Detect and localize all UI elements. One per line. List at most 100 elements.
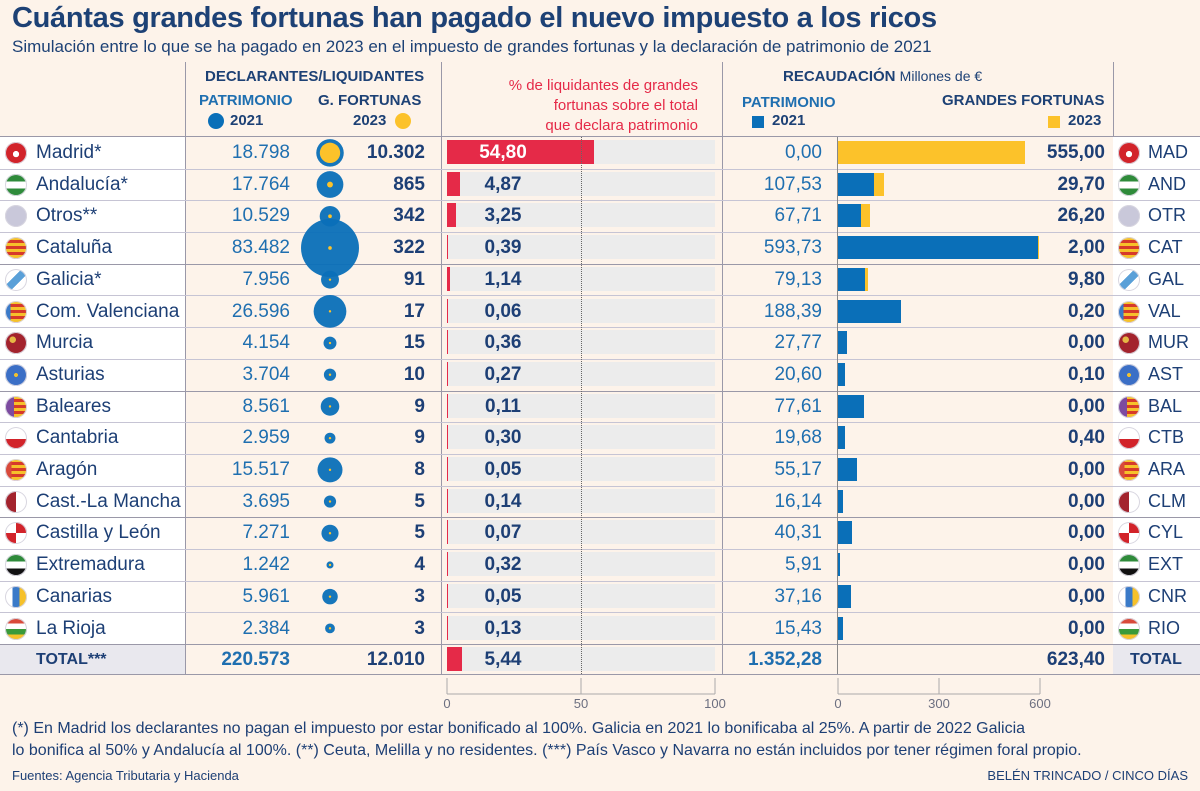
rec-gf-value: 0,00 bbox=[1068, 332, 1105, 354]
rec-patrimonio-bar bbox=[838, 584, 851, 608]
row-divider bbox=[0, 295, 1200, 297]
pct-value: 54,80 bbox=[479, 142, 527, 163]
patrimonio-2021-value: 7.956 bbox=[242, 268, 290, 290]
table-row: Andalucía* 17.764 865 4,87 107,53 29,70 AND bbox=[0, 169, 1200, 202]
gfortunas-2023-value: 3 bbox=[414, 585, 425, 607]
region-code: CNR bbox=[1148, 585, 1187, 606]
region-name: Cantabria bbox=[36, 427, 119, 449]
pct-bar bbox=[447, 171, 461, 196]
castilla-la-mancha-flag-icon bbox=[5, 490, 27, 513]
header-patrimonio: PATRIMONIO bbox=[199, 92, 293, 109]
gfortunas-2023-value: 9 bbox=[414, 395, 425, 417]
footnote-line1: (*) En Madrid los declarantes no pagan e… bbox=[12, 720, 1026, 737]
region-code: EXT bbox=[1148, 554, 1184, 575]
rec-patrimonio-bar bbox=[838, 616, 844, 640]
table-row: Castilla y León 7.271 5 0,07 40,31 0,00 CYL bbox=[0, 517, 1200, 551]
pct-bar bbox=[447, 298, 448, 323]
row-divider bbox=[0, 390, 1200, 392]
patrimonio-2021-value: 2.959 bbox=[242, 427, 290, 449]
rec-gf-bar bbox=[864, 267, 868, 291]
header-gfortunas-year: 2023 bbox=[353, 112, 387, 129]
rec-patrimonio-bar bbox=[838, 204, 861, 228]
legend-blue-circle-icon bbox=[208, 113, 224, 129]
region-name: Andalucía* bbox=[36, 173, 128, 195]
patrimonio-2021-value: 3.695 bbox=[242, 490, 290, 512]
total-label: TOTAL*** bbox=[36, 651, 107, 668]
pct-value: 0,36 bbox=[484, 332, 522, 354]
gfortunas-bubble bbox=[328, 627, 332, 630]
credit: BELÉN TRINCADO / CINCO DÍAS bbox=[987, 768, 1188, 783]
pct-bar bbox=[447, 203, 456, 228]
pct-bar bbox=[447, 140, 594, 164]
total-pct-bar bbox=[447, 647, 462, 671]
rec-gf-value: 555,00 bbox=[1046, 142, 1105, 163]
pct-value: 1,14 bbox=[484, 268, 522, 290]
declarantes-panel bbox=[185, 62, 442, 674]
table-row: Madrid* 18.798 10.302 54,80 0,00 555,00 MAD bbox=[0, 137, 1200, 170]
total-row-bg-right bbox=[1113, 644, 1200, 674]
region-code: OTR bbox=[1148, 205, 1186, 226]
gfortunas-2023-value: 322 bbox=[393, 237, 425, 259]
gfortunas-bubble bbox=[328, 532, 332, 535]
total-row-bg bbox=[0, 644, 185, 674]
rec-patrimonio-value: 0,00 bbox=[785, 142, 822, 163]
rec-gf-value: 0,20 bbox=[1068, 300, 1105, 322]
rec-axis: 0 300 600 bbox=[834, 678, 1051, 711]
rec-patrimonio-value: 593,73 bbox=[763, 237, 822, 259]
header-gfortunas: G. FORTUNAS bbox=[318, 92, 422, 109]
gfortunas-2023-value: 15 bbox=[403, 332, 425, 354]
total-row: TOTAL*** 220.573 12.010 5,44 1.352,28 62… bbox=[0, 644, 1200, 674]
region-name: Otros** bbox=[36, 205, 98, 227]
rec-gf-bar bbox=[874, 172, 885, 196]
extremadura-flag-icon bbox=[1118, 554, 1140, 577]
cataluna-flag-icon bbox=[1118, 237, 1140, 260]
row-divider bbox=[0, 453, 1200, 455]
madrid-flag-icon bbox=[5, 142, 27, 164]
pct-value: 0,06 bbox=[484, 300, 522, 322]
rec-patrimonio-value: 77,61 bbox=[774, 395, 822, 417]
gfortunas-2023-value: 5 bbox=[414, 522, 425, 544]
rec-patrimonio-value: 15,43 bbox=[774, 617, 822, 639]
canarias-flag-icon bbox=[5, 585, 27, 608]
otros-flag-icon bbox=[5, 205, 27, 228]
rec-patrimonio-value: 16,14 bbox=[774, 490, 822, 512]
gfortunas-2023-value: 3 bbox=[414, 617, 425, 639]
header-pct: % de liquidantes de grandes fortunas sob… bbox=[448, 76, 698, 136]
axis-tick-label: 0 bbox=[834, 696, 841, 711]
rec-patrimonio-value: 79,13 bbox=[774, 268, 822, 290]
header-recaudacion-label: RECAUDACIÓN bbox=[783, 68, 896, 85]
pct-value: 0,14 bbox=[484, 490, 522, 512]
header-rec-gf: GRANDES FORTUNAS bbox=[942, 92, 1105, 109]
pct-bar bbox=[447, 488, 448, 513]
aragon-flag-icon bbox=[5, 459, 27, 481]
region-column-bg bbox=[0, 137, 185, 644]
pct-bar bbox=[447, 235, 449, 260]
gfortunas-bubble bbox=[328, 500, 332, 503]
rec-gf-value: 2,00 bbox=[1068, 237, 1105, 259]
region-name: Cast.-La Mancha bbox=[36, 490, 181, 512]
rec-patrimonio-bar bbox=[838, 458, 857, 481]
otros-flag-icon bbox=[1118, 205, 1140, 228]
pct-value: 0,27 bbox=[484, 363, 522, 385]
gfortunas-bubble bbox=[328, 373, 332, 376]
header-recaudacion-unit: Millones de € bbox=[899, 68, 983, 84]
pct-bar bbox=[447, 361, 448, 386]
header-rec-gf-year: 2023 bbox=[1068, 112, 1102, 129]
rec-patrimonio-bar bbox=[838, 394, 865, 418]
pct-bar bbox=[447, 552, 448, 577]
galicia-flag-icon bbox=[1118, 268, 1140, 291]
rec-patrimonio-value: 27,77 bbox=[774, 332, 822, 354]
legend-yellow-circle-icon bbox=[395, 113, 411, 129]
gfortunas-2023-value: 342 bbox=[393, 205, 425, 227]
murcia-flag-icon bbox=[5, 332, 27, 355]
rec-gf-bar bbox=[1037, 236, 1039, 260]
rec-patrimonio-value: 55,17 bbox=[774, 459, 822, 480]
rec-axis-zero-line bbox=[837, 137, 838, 674]
pct-axis: 0 50 100 bbox=[443, 678, 726, 711]
region-name: Cataluña bbox=[36, 237, 113, 259]
row-divider bbox=[0, 263, 1200, 265]
total-pct: 5,44 bbox=[484, 649, 522, 670]
patrimonio-2021-value: 3.704 bbox=[242, 363, 290, 385]
pct-value: 0,39 bbox=[484, 237, 522, 259]
rec-patrimonio-value: 37,16 bbox=[774, 585, 822, 607]
